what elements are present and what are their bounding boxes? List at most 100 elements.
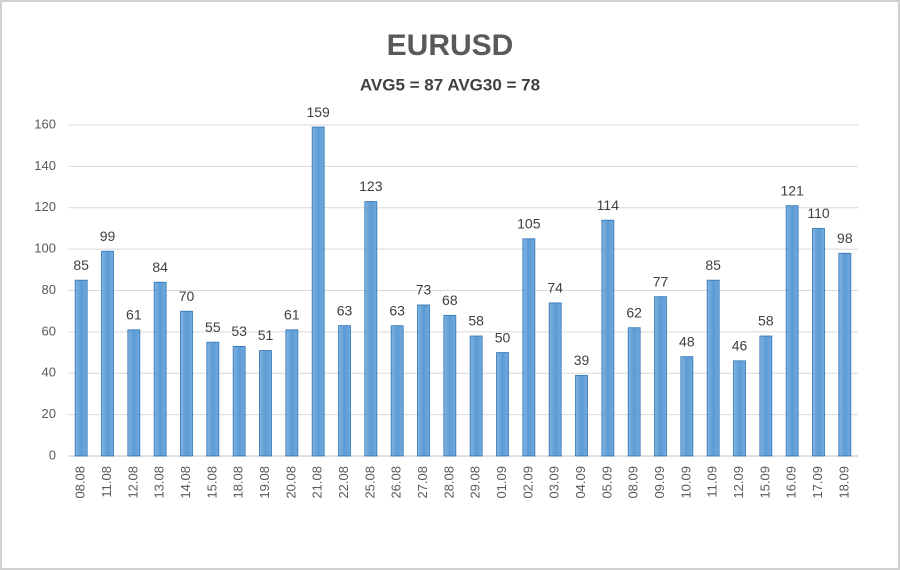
- bar: [469, 335, 483, 457]
- x-tick-label: 22.08: [336, 466, 351, 499]
- data-label: 68: [442, 292, 458, 308]
- data-label: 61: [284, 307, 300, 323]
- data-label: 77: [653, 273, 669, 289]
- chart-title: EURUSD: [387, 29, 514, 62]
- x-tick-label: 12.09: [731, 466, 746, 499]
- x-tick-label: 26.08: [389, 466, 404, 499]
- x-tick-label: 13.08: [152, 466, 167, 499]
- y-tick-label: 0: [49, 447, 56, 462]
- data-label: 55: [205, 319, 221, 335]
- y-tick-label: 100: [34, 241, 56, 256]
- y-tick-label: 20: [42, 406, 56, 421]
- x-tick-label: 21.08: [310, 466, 325, 499]
- data-label: 58: [758, 313, 774, 329]
- data-label: 61: [126, 307, 142, 323]
- data-label: 159: [306, 104, 330, 120]
- data-label: 53: [231, 323, 247, 339]
- bar: [785, 205, 799, 457]
- x-tick-label: 18.08: [231, 466, 246, 499]
- chart-subtitle: AVG5 = 87 AVG30 = 78: [360, 75, 540, 94]
- x-tick-label: 01.09: [494, 466, 509, 499]
- data-label: 73: [416, 282, 432, 298]
- bar: [206, 341, 220, 457]
- data-label: 62: [626, 304, 642, 320]
- x-tick-label: 29.08: [468, 466, 483, 499]
- bar: [812, 228, 825, 457]
- x-tick-label: 28.08: [441, 466, 456, 499]
- bar: [285, 329, 299, 457]
- bar: [338, 325, 351, 457]
- bar: [548, 302, 562, 457]
- data-label: 121: [780, 182, 804, 198]
- data-label: 98: [837, 230, 853, 246]
- y-tick-label: 120: [34, 199, 56, 214]
- data-label: 39: [574, 352, 590, 368]
- bar: [601, 219, 615, 457]
- y-tick-label: 60: [42, 323, 56, 338]
- data-label: 114: [597, 197, 620, 213]
- x-tick-label: 02.09: [520, 466, 535, 499]
- data-label: 48: [679, 333, 695, 349]
- x-tick-label: 11.09: [705, 466, 720, 498]
- bar: [153, 281, 167, 457]
- bar: [101, 250, 114, 457]
- bar: [259, 350, 272, 457]
- data-label: 58: [468, 313, 484, 329]
- data-label: 105: [517, 215, 541, 231]
- data-label: 99: [100, 228, 116, 244]
- y-tick-label: 160: [34, 116, 56, 131]
- bar: [654, 296, 667, 457]
- data-label: 70: [179, 288, 195, 304]
- data-label: 50: [495, 329, 511, 345]
- x-tick-label: 16.09: [784, 466, 799, 499]
- bar: [838, 252, 852, 457]
- data-label: 63: [389, 302, 405, 318]
- x-tick-label: 17.09: [810, 466, 825, 499]
- x-tick-label: 08.09: [626, 466, 641, 499]
- bar: [364, 201, 378, 457]
- data-label: 51: [258, 327, 274, 343]
- data-label: 85: [705, 257, 721, 273]
- x-tick-label: 15.08: [204, 466, 219, 499]
- data-label: 63: [337, 302, 353, 318]
- x-tick-label: 14.08: [178, 466, 193, 499]
- y-tick-label: 40: [42, 365, 56, 380]
- data-label: 110: [807, 205, 830, 221]
- x-tick-label: 08.08: [73, 466, 88, 499]
- bar: [759, 335, 773, 457]
- y-tick-label: 140: [34, 158, 56, 173]
- bar: [575, 374, 588, 457]
- x-tick-label: 25.08: [362, 466, 377, 499]
- bar: [311, 126, 325, 457]
- bar: [522, 238, 536, 457]
- bar: [232, 345, 246, 457]
- x-tick-label: 05.09: [599, 466, 614, 499]
- bar: [496, 352, 509, 457]
- x-tick-label: 27.08: [415, 466, 430, 499]
- bar: [180, 310, 193, 457]
- data-label: 84: [152, 259, 168, 275]
- x-tick-label: 03.09: [547, 466, 562, 499]
- x-tick-label: 19.08: [257, 466, 272, 499]
- bar: [627, 327, 641, 457]
- x-tick-label: 15.09: [757, 466, 772, 499]
- x-tick-label: 18.09: [836, 466, 851, 499]
- bar: [127, 329, 141, 457]
- bar: [443, 314, 457, 457]
- bar: [74, 279, 88, 457]
- data-label: 74: [547, 280, 563, 296]
- bar: [733, 360, 746, 457]
- data-label: 85: [73, 257, 89, 273]
- x-tick-label: 20.08: [283, 466, 298, 499]
- data-label: 123: [359, 178, 383, 194]
- bar: [390, 325, 404, 457]
- x-tick-label: 12.08: [125, 466, 140, 499]
- x-tick-label: 10.09: [678, 466, 693, 499]
- bar: [417, 304, 430, 457]
- x-tick-label: 04.09: [573, 466, 588, 499]
- x-tick-label: 11.08: [99, 466, 114, 498]
- y-tick-label: 80: [42, 282, 56, 297]
